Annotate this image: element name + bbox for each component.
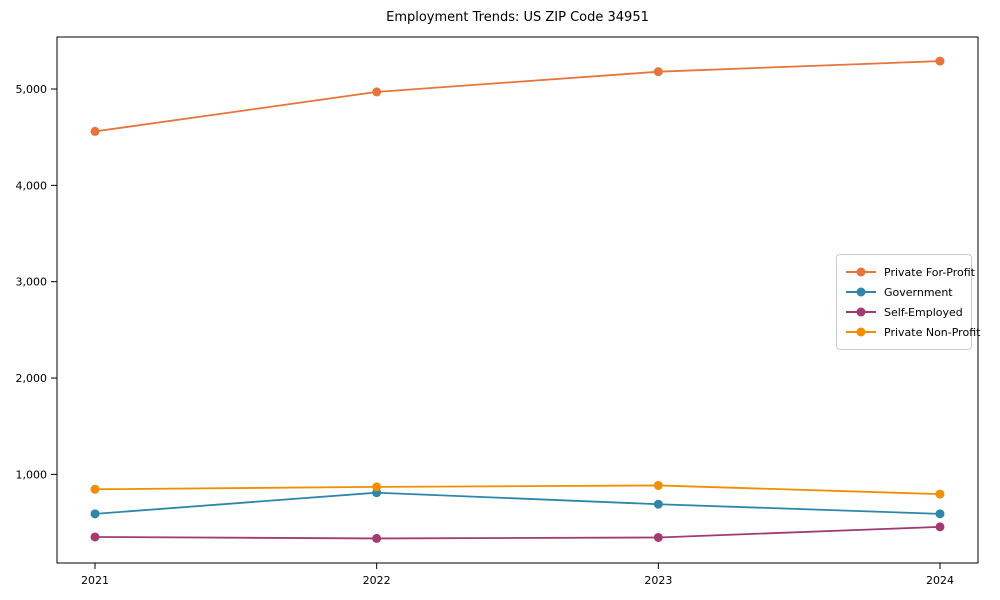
- data-point-marker: [90, 509, 100, 519]
- legend-label: Government: [884, 285, 953, 299]
- x-tick-label: 2023: [644, 574, 672, 587]
- data-point-marker: [90, 484, 100, 494]
- data-point-marker: [935, 489, 945, 499]
- legend-swatch-line-icon: [846, 327, 876, 337]
- data-point-marker: [935, 56, 945, 66]
- legend-item-self-employed: Self-Employed: [846, 302, 963, 322]
- y-tick-label: 3,000: [16, 276, 48, 289]
- legend-label: Private For-Profit: [884, 265, 975, 279]
- series-line: [94, 525, 941, 540]
- legend-marker-dot-icon: [856, 327, 866, 337]
- y-tick-label: 5,000: [16, 83, 48, 96]
- data-point-marker: [372, 482, 382, 492]
- data-point-marker: [935, 509, 945, 519]
- data-point-marker: [372, 87, 382, 97]
- legend-label: Private Non-Profit: [884, 325, 981, 339]
- legend-label: Self-Employed: [884, 305, 963, 319]
- x-tick-label: 2022: [363, 574, 391, 587]
- legend-swatch-line-icon: [846, 287, 876, 297]
- legend-item-government: Government: [846, 282, 963, 302]
- legend-marker-dot-icon: [856, 307, 866, 317]
- data-point-marker: [653, 499, 663, 509]
- data-point-marker: [90, 126, 100, 136]
- legend-marker-dot-icon: [856, 267, 866, 277]
- y-tick-label: 1,000: [16, 468, 48, 481]
- legend-item-private-for-profit: Private For-Profit: [846, 262, 975, 282]
- x-tick-label: 2024: [926, 574, 954, 587]
- legend-item-private-non-profit: Private Non-Profit: [846, 322, 980, 342]
- data-point-marker: [653, 480, 663, 490]
- series-line: [94, 60, 941, 133]
- data-point-marker: [653, 67, 663, 77]
- legend-swatch-line-icon: [846, 267, 876, 277]
- data-point-marker: [653, 532, 663, 542]
- series-line: [94, 491, 941, 515]
- y-tick-label: 4,000: [16, 179, 48, 192]
- data-point-marker: [935, 522, 945, 532]
- plot-border: [56, 36, 979, 564]
- legend-swatch-line-icon: [846, 307, 876, 317]
- x-tick-label: 2021: [81, 574, 109, 587]
- legend: Private For-Profit Government Self-Emplo…: [836, 254, 980, 350]
- chart-title: Employment Trends: US ZIP Code 34951: [386, 10, 649, 25]
- y-tick-label: 2,000: [16, 372, 48, 385]
- data-point-marker: [90, 532, 100, 542]
- data-point-marker: [372, 533, 382, 543]
- series-line: [94, 484, 941, 496]
- legend-marker-dot-icon: [856, 287, 866, 297]
